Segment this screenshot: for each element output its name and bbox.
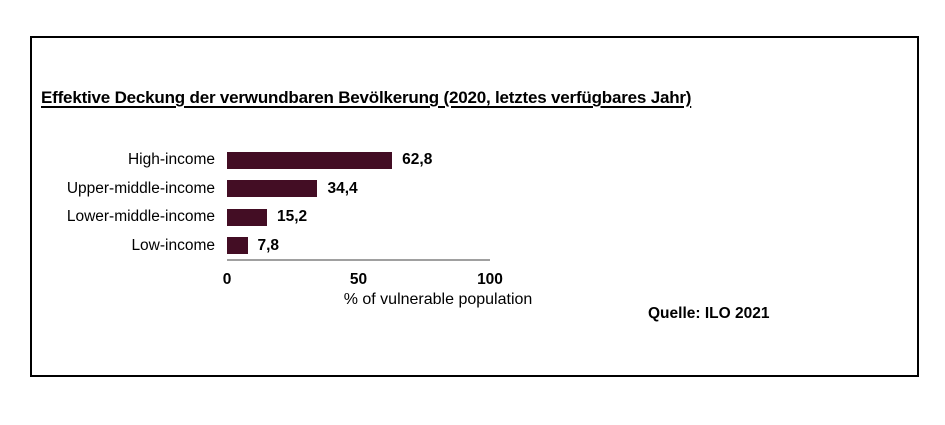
bar [227, 237, 248, 255]
category-label: Upper-middle-income [66, 179, 215, 197]
bar [227, 180, 318, 198]
x-axis-line [227, 259, 490, 261]
bar-chart: High-income 62,8 Upper-middle-income 34,4 Lo… [32, 146, 892, 260]
value-label: 15,2 [276, 208, 308, 226]
x-axis-tick-label: 50 [349, 271, 368, 288]
category-label: High-income [127, 151, 215, 169]
bar-row: Low-income 7,8 [32, 232, 892, 261]
bar [227, 208, 267, 226]
category-label: Lower-middle-income [66, 208, 215, 226]
bar-row: Lower-middle-income 15,2 [32, 203, 892, 232]
chart-frame: Effektive Deckung der verwundbaren Bevöl… [30, 36, 919, 377]
category-label: Low-income [131, 236, 215, 254]
value-label: 7,8 [257, 236, 280, 254]
chart-title: Effektive Deckung der verwundbaren Bevöl… [41, 88, 692, 107]
x-axis-tick-label: 100 [477, 271, 503, 288]
bar-row: Upper-middle-income 34,4 [32, 175, 892, 204]
value-label: 34,4 [327, 179, 358, 197]
x-axis-tick-label: 0 [222, 271, 232, 288]
bar-row: High-income 62,8 [32, 146, 892, 175]
value-label: 62,8 [402, 151, 433, 169]
bar [227, 151, 393, 169]
source-note: Quelle: ILO 2021 [648, 305, 770, 322]
x-axis-label: % of vulnerable population [343, 291, 533, 308]
